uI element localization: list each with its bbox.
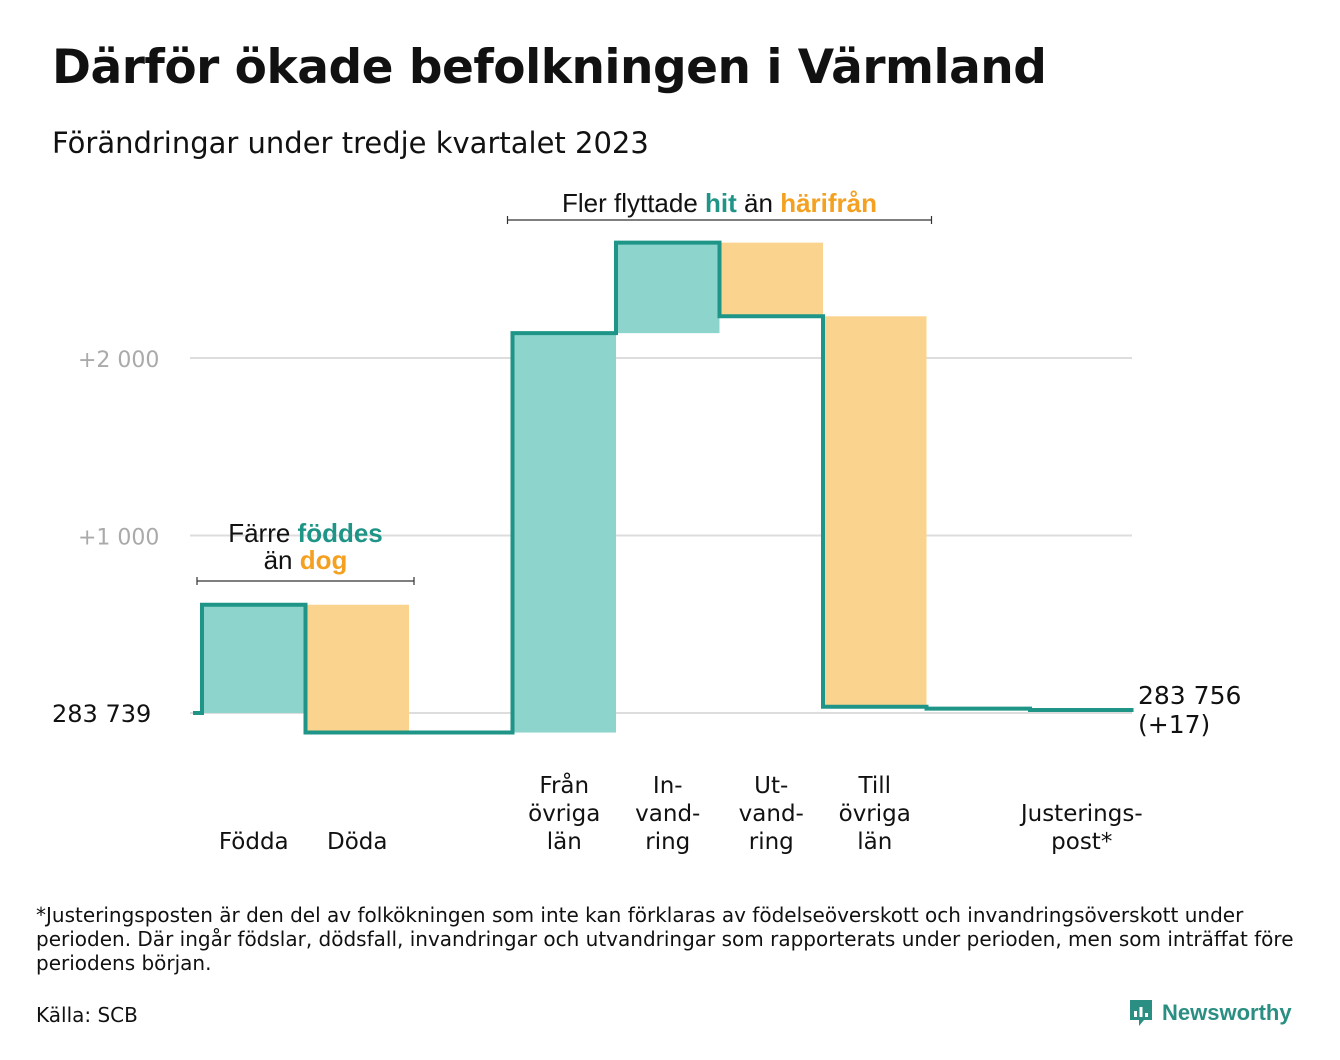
annotation-births-deaths-line2: än dog bbox=[264, 545, 348, 575]
category-label: övriga bbox=[839, 801, 911, 827]
end-value-label: (+17) bbox=[1138, 710, 1210, 739]
category-label: Födda bbox=[219, 829, 289, 855]
category-label: Från bbox=[539, 771, 589, 799]
category-label: vand- bbox=[739, 801, 804, 827]
category-label: Justerings- bbox=[1019, 801, 1143, 827]
annotation-migration: Fler flyttade hit än härifrån bbox=[562, 188, 877, 218]
category-label: ring bbox=[645, 829, 690, 855]
bar-decrease bbox=[823, 316, 927, 707]
source-note: Källa: SCB bbox=[36, 1003, 138, 1027]
annotation-plain-text: Fler flyttade bbox=[562, 188, 705, 218]
y-tick-label: +1 000 bbox=[78, 526, 159, 551]
category-label: post* bbox=[1051, 829, 1112, 855]
bar-increase bbox=[616, 242, 720, 334]
bar-increase bbox=[512, 333, 616, 733]
category-label: vand- bbox=[635, 801, 700, 827]
annotation-births-deaths-line1: Färre föddes bbox=[228, 518, 383, 548]
bar-decrease bbox=[719, 242, 823, 317]
category-label: län bbox=[547, 829, 582, 855]
annotation-plain-text: än bbox=[264, 545, 300, 575]
newsworthy-logo: Newsworthy bbox=[1128, 998, 1292, 1028]
annotation-plain-text: än bbox=[737, 188, 780, 218]
category-label: Till bbox=[857, 773, 891, 799]
bar-decrease bbox=[305, 604, 409, 733]
annotation-teal-text: föddes bbox=[298, 518, 383, 548]
category-label: ring bbox=[749, 829, 794, 855]
chart-bubble-icon bbox=[1130, 1000, 1152, 1026]
chart-title: Därför ökade befolkningen i Värmland bbox=[52, 40, 1047, 95]
cumulative-step-line bbox=[193, 240, 1134, 735]
logo-text: Newsworthy bbox=[1162, 1000, 1292, 1025]
category-label: övriga bbox=[528, 801, 600, 827]
category-label: Ut- bbox=[754, 773, 788, 799]
annotation-orange-text: härifrån bbox=[780, 188, 877, 218]
y-tick-label: +2 000 bbox=[78, 348, 159, 373]
chart-subtitle: Förändringar under tredje kvartalet 2023 bbox=[52, 126, 649, 160]
category-label: län bbox=[857, 829, 892, 855]
category-label: In- bbox=[653, 773, 683, 799]
annotation-orange-text: dog bbox=[300, 545, 348, 575]
annotation-teal-text: hit bbox=[705, 188, 737, 218]
category-label: Döda bbox=[327, 829, 387, 855]
start-value-label: 283 739 bbox=[52, 700, 151, 728]
end-value-label: 283 756 bbox=[1138, 681, 1241, 710]
annotation-plain-text: Färre bbox=[228, 518, 297, 548]
bar-increase bbox=[202, 604, 306, 713]
footnote: *Justeringsposten är den del av folkökni… bbox=[36, 903, 1294, 975]
